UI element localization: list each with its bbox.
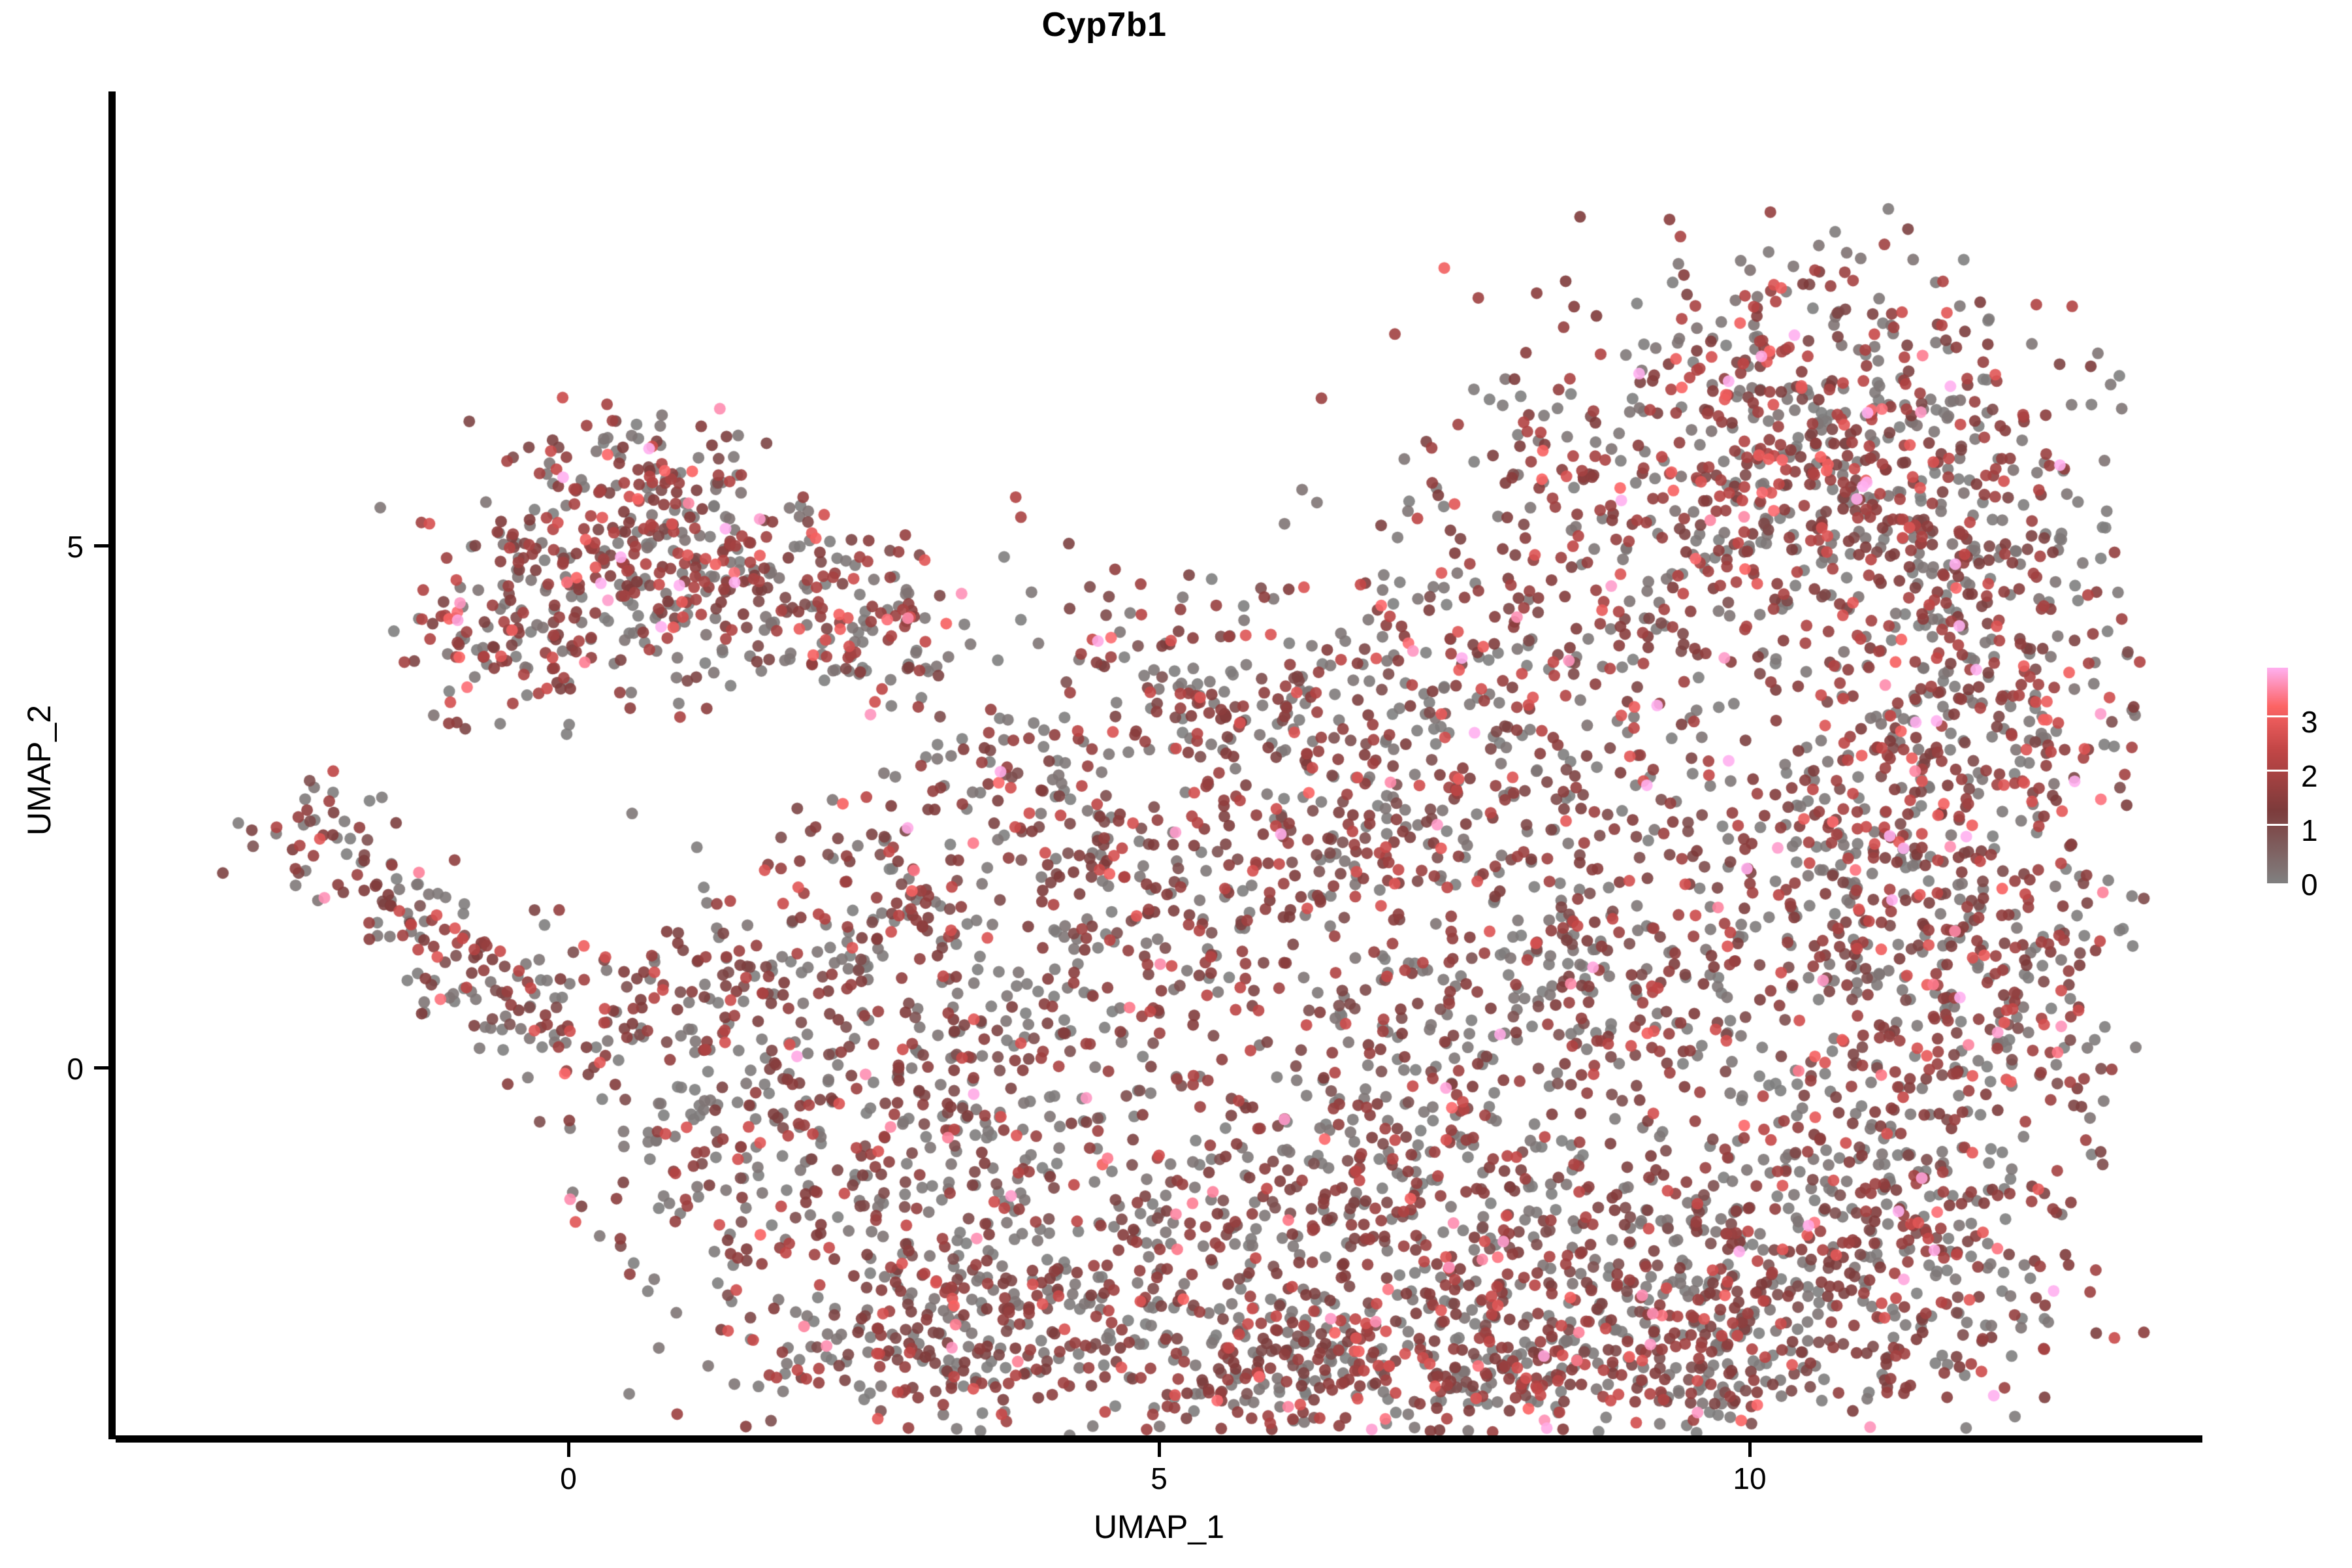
x-tick-mark: [1158, 1443, 1161, 1457]
y-tick-mark: [94, 1066, 108, 1070]
y-tick-mark: [94, 544, 108, 547]
legend-tick-label: 0: [2301, 868, 2318, 902]
x-tick-label: 5: [1151, 1462, 1168, 1495]
legend: 3 2 1 0: [2267, 668, 2352, 900]
y-tick-label: 0: [67, 1052, 84, 1086]
x-tick-mark: [567, 1443, 570, 1457]
y-axis-label: UMAP_2: [21, 704, 57, 836]
x-tick-label: 10: [1733, 1462, 1767, 1495]
legend-gradient-tick: [2267, 715, 2288, 717]
x-tick-mark: [1748, 1443, 1752, 1457]
x-axis-line: [116, 1435, 2202, 1443]
x-tick-label: 0: [560, 1462, 577, 1495]
legend-tick-label: 1: [2301, 813, 2318, 847]
y-axis-line: [108, 91, 116, 1439]
legend-colorbar: [2267, 668, 2288, 883]
legend-tick-label: 3: [2301, 705, 2318, 739]
x-axis-label: UMAP_1: [1093, 1509, 1225, 1545]
y-tick-label: 5: [67, 530, 84, 564]
legend-gradient-tick: [2267, 824, 2288, 826]
legend-tick-label: 2: [2301, 759, 2318, 793]
legend-gradient-tick: [2267, 770, 2288, 772]
